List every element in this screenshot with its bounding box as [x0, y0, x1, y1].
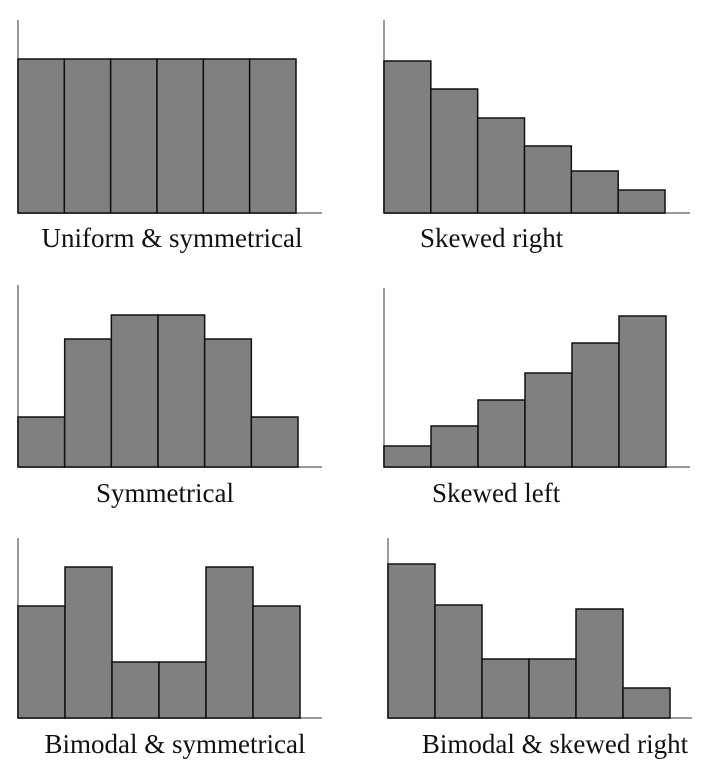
bar [524, 372, 573, 468]
bar [618, 315, 667, 468]
bar [528, 658, 577, 719]
bar [575, 608, 624, 719]
chart-title: Bimodal & symmetrical [45, 729, 306, 759]
chart-title: Skewed right [420, 223, 564, 253]
bar [17, 605, 66, 719]
bar [430, 425, 479, 468]
bar [617, 189, 666, 214]
bar [252, 605, 301, 719]
chart-title: Bimodal & skewed right [422, 729, 689, 759]
bar [476, 117, 526, 214]
bar [109, 58, 158, 214]
bar [17, 58, 66, 214]
bar [158, 661, 207, 719]
bar [434, 604, 483, 719]
bar [570, 170, 619, 214]
bar [250, 416, 299, 468]
bar [203, 338, 253, 468]
bar [111, 661, 160, 719]
bar [17, 416, 66, 468]
bar [248, 58, 297, 214]
bar [571, 342, 620, 468]
bar [64, 566, 113, 719]
bar [523, 145, 573, 214]
bar [205, 566, 254, 719]
chart-title: Uniform & symmetrical [42, 223, 303, 253]
bar [63, 58, 112, 214]
bar [622, 687, 671, 719]
bar [383, 60, 432, 214]
bar [383, 445, 432, 468]
chart-title: Symmetrical [96, 478, 234, 508]
bar [157, 314, 206, 468]
bar [110, 314, 159, 468]
bar [63, 338, 113, 468]
bar [430, 88, 479, 214]
bar [387, 563, 436, 719]
bar [156, 58, 205, 214]
bar [202, 58, 251, 214]
chart-title: Skewed left [432, 478, 561, 508]
bar [477, 399, 526, 468]
bar [481, 658, 530, 719]
